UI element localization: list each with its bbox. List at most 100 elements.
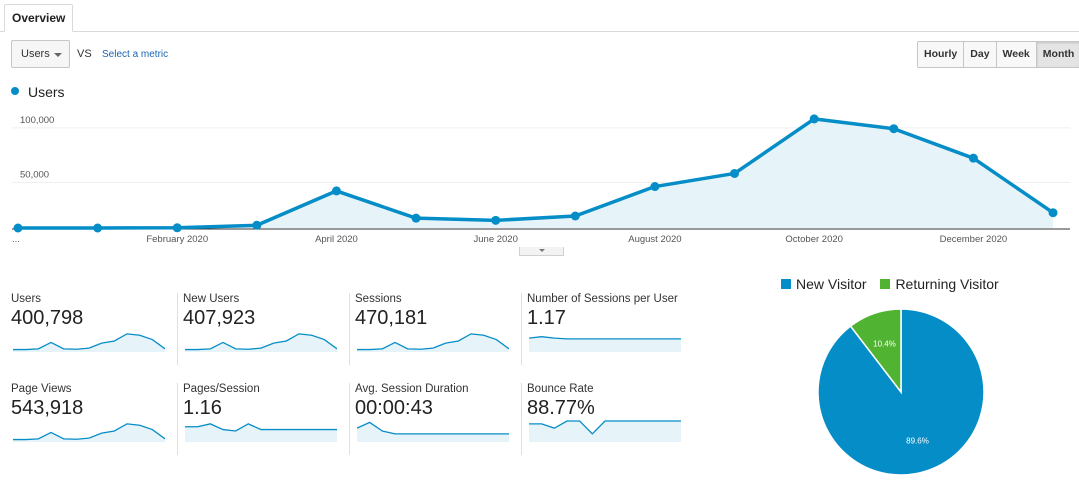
sparkline-fill	[529, 336, 681, 352]
sparkline-fill	[13, 423, 165, 442]
data-point[interactable]	[1048, 208, 1058, 218]
sparkline	[529, 420, 681, 442]
data-point[interactable]	[331, 186, 341, 196]
tab-bar: Overview	[0, 0, 1079, 32]
scorecard-value: 470,181	[355, 307, 428, 329]
sparkline	[357, 333, 509, 352]
data-point[interactable]	[491, 215, 501, 225]
day-button[interactable]: Day	[964, 42, 997, 67]
x-tick-label: October 2020	[785, 234, 843, 245]
sparkline-line	[357, 333, 509, 351]
week-button[interactable]: Week	[996, 42, 1037, 67]
data-point[interactable]	[411, 213, 421, 223]
x-tick-label: December 2020	[940, 234, 1008, 245]
legend-dot-icon	[11, 87, 19, 95]
data-point[interactable]	[809, 114, 819, 124]
data-point[interactable]	[13, 223, 23, 233]
scorecard-label: Avg. Session Duration	[355, 383, 469, 395]
returning-visitor-swatch	[880, 279, 891, 289]
scorecard-label: Number of Sessions per User	[527, 293, 678, 305]
scorecard-value: 1.17	[527, 307, 566, 329]
metric-dropdown[interactable]: Users	[11, 40, 70, 68]
data-point[interactable]	[252, 220, 262, 230]
pie-legend: New Visitor Returning Visitor	[781, 276, 1009, 292]
chart-expand-handle[interactable]	[519, 247, 564, 256]
sparkline-fill	[185, 423, 337, 442]
pie-slice-new-visitor[interactable]	[817, 308, 985, 476]
area-fill	[18, 118, 1053, 228]
legend-returning-visitor-label: Returning Visitor	[895, 276, 999, 292]
x-tick-label: February 2020	[146, 234, 208, 245]
scorecard-pages-session[interactable]: Pages/Session 1.16	[183, 383, 350, 455]
users-series-line	[18, 117, 1054, 230]
x-tick-label: ...	[12, 234, 20, 245]
data-point[interactable]	[93, 223, 103, 233]
data-point[interactable]	[730, 168, 740, 178]
legend-label: Users	[28, 84, 65, 100]
scorecard-value: 543,918	[11, 397, 84, 419]
pie-slice-returning-visitor[interactable]	[849, 308, 902, 395]
legend-new-visitor-label: New Visitor	[796, 276, 867, 292]
users-line-chart: 100,000 50,000... February 2020 April 2020 J…	[12, 114, 1070, 245]
sparkline	[13, 333, 165, 352]
tab-overview[interactable]: Overview	[4, 4, 74, 32]
sparkline-line	[529, 420, 681, 435]
granularity-toggle: Hourly Day Week Month	[917, 41, 1079, 68]
x-tick-label: June 2020	[474, 234, 518, 245]
scorecard-label: Page Views	[11, 383, 72, 395]
sparkline	[185, 423, 337, 442]
select-metric-link[interactable]: Select a metric	[102, 49, 169, 60]
scorecard-users[interactable]: Users 400,798	[11, 293, 178, 365]
scorecard-value: 1.16	[183, 397, 222, 419]
sparkline	[357, 421, 509, 442]
sparkline-fill	[13, 333, 165, 352]
sparkline-fill	[357, 422, 509, 442]
sparkline-fill	[357, 333, 509, 352]
metric-dropdown-label: Users	[21, 48, 50, 60]
y-tick-label: 50,000	[20, 169, 49, 180]
sparkline-line	[185, 333, 337, 351]
pie-slice-label: 10.4%	[873, 339, 896, 348]
y-tick-label: 100,000	[20, 115, 54, 126]
scorecard-bounce-rate[interactable]: Bounce Rate 88.77%	[527, 383, 694, 455]
scorecard-label: Bounce Rate	[527, 383, 594, 395]
chart-legend: Users	[11, 84, 65, 100]
legend-new-visitor[interactable]: New Visitor	[781, 276, 867, 292]
sparkline-line	[357, 421, 509, 435]
vs-label: VS	[77, 48, 92, 60]
data-point[interactable]	[889, 124, 899, 134]
scorecard-label: Users	[11, 293, 42, 305]
scorecard-number-of-sessions-per-user[interactable]: Number of Sessions per User 1.17	[527, 293, 694, 365]
scorecard-sessions[interactable]: Sessions 470,181	[355, 293, 522, 365]
sparkline	[13, 423, 165, 442]
sparkline-line	[185, 423, 337, 432]
scorecard-value: 00:00:43	[355, 397, 433, 419]
scorecard-page-views[interactable]: Page Views 543,918	[11, 383, 178, 455]
scorecard-avg-session-duration[interactable]: Avg. Session Duration 00:00:43	[355, 383, 522, 455]
chevron-down-icon	[539, 249, 545, 252]
data-point[interactable]	[968, 153, 978, 163]
scorecard-value: 88.77%	[527, 397, 595, 419]
x-tick-label: August 2020	[628, 234, 681, 245]
scorecard-label: Sessions	[355, 293, 402, 305]
scorecard-label: Pages/Session	[183, 383, 260, 395]
scorecard-value: 407,923	[183, 307, 256, 329]
legend-returning-visitor[interactable]: Returning Visitor	[880, 276, 999, 292]
hourly-button[interactable]: Hourly	[918, 42, 965, 67]
sparkline	[529, 336, 681, 352]
scorecard-value: 400,798	[11, 307, 84, 329]
data-point[interactable]	[650, 182, 660, 192]
data-point[interactable]	[172, 223, 182, 233]
pie-slice-label: 89.6%	[906, 437, 929, 446]
visitor-pie-chart: 89.6% 10.4%	[817, 308, 985, 476]
x-tick-label: April 2020	[315, 234, 358, 245]
scorecard-label: New Users	[183, 293, 240, 305]
sparkline-line	[13, 423, 165, 441]
sparkline	[185, 333, 337, 352]
new-visitor-swatch	[781, 279, 791, 289]
sparkline-fill	[185, 333, 337, 352]
scorecard-new-users[interactable]: New Users 407,923	[183, 293, 350, 365]
data-point[interactable]	[570, 211, 580, 221]
month-button[interactable]: Month	[1036, 42, 1079, 67]
chevron-down-icon	[54, 53, 62, 57]
